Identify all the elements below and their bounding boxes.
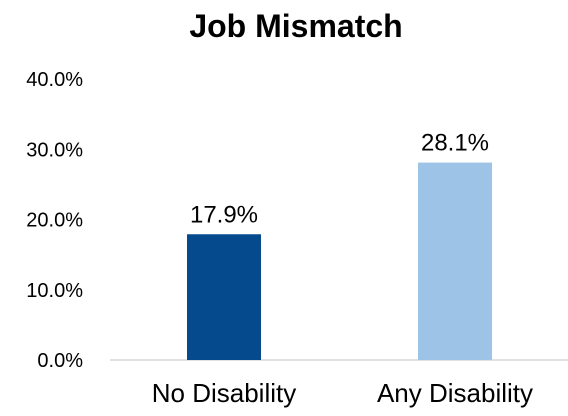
y-tick-label: 20.0% bbox=[26, 210, 83, 232]
chart-title: Job Mismatch bbox=[189, 8, 402, 44]
y-tick-label: 30.0% bbox=[26, 139, 83, 161]
category-labels: No Disability Any Disability bbox=[152, 378, 533, 408]
data-labels: 17.9% 28.1% bbox=[190, 130, 489, 229]
bar bbox=[187, 234, 261, 360]
data-label: 28.1% bbox=[421, 130, 489, 157]
data-label: 17.9% bbox=[190, 201, 258, 228]
bars bbox=[187, 162, 492, 360]
y-tick-label: 40.0% bbox=[26, 69, 83, 91]
y-tick-label: 10.0% bbox=[26, 280, 83, 302]
y-tick-label: 0.0% bbox=[37, 350, 83, 372]
category-label: No Disability bbox=[152, 378, 297, 408]
y-axis-ticks: 0.0% 10.0% 20.0% 30.0% 40.0% bbox=[26, 69, 83, 372]
bar bbox=[418, 162, 492, 360]
category-label: Any Disability bbox=[377, 378, 533, 408]
